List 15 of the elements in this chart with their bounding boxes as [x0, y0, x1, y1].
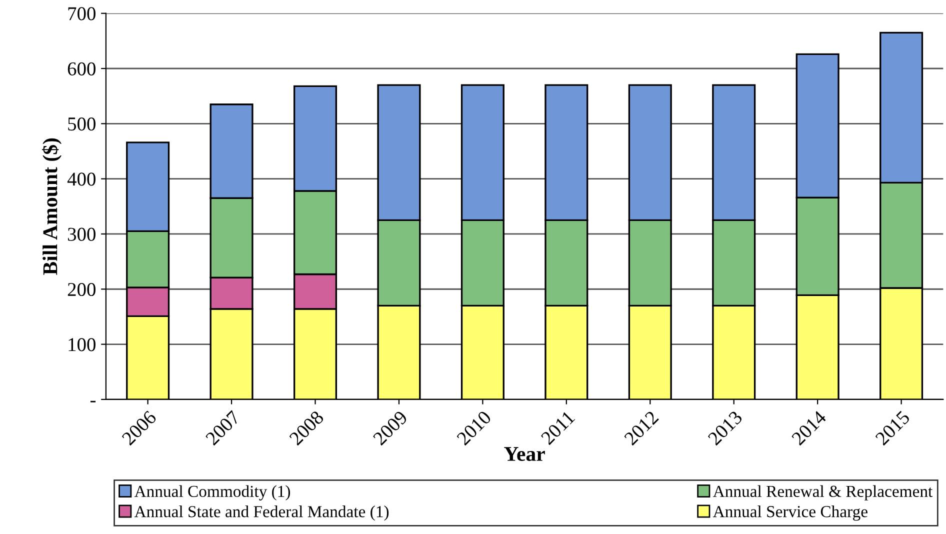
- x-axis-title: Year: [504, 447, 545, 462]
- legend-label: Annual State and Federal Mandate (1): [134, 506, 389, 521]
- y-axis-title: Bill Amount ($): [42, 138, 62, 275]
- y-tick-label: 300: [68, 228, 96, 241]
- x-tick-label: 2011: [540, 410, 576, 446]
- y-tick-label: 700: [68, 7, 96, 20]
- legend-label: Annual Renewal & Replacement: [712, 485, 933, 500]
- y-tick-label: 400: [67, 172, 96, 186]
- y-tick-label: 500: [68, 117, 96, 131]
- legend-label: Annual Commodity (1): [134, 485, 290, 500]
- y-tick-label: 600: [68, 62, 96, 76]
- y-tick-label: 100: [68, 338, 96, 352]
- y-tick-label: -: [90, 400, 96, 402]
- legend-label: Annual Service Charge: [712, 506, 868, 521]
- y-tick-label: 200: [68, 282, 96, 296]
